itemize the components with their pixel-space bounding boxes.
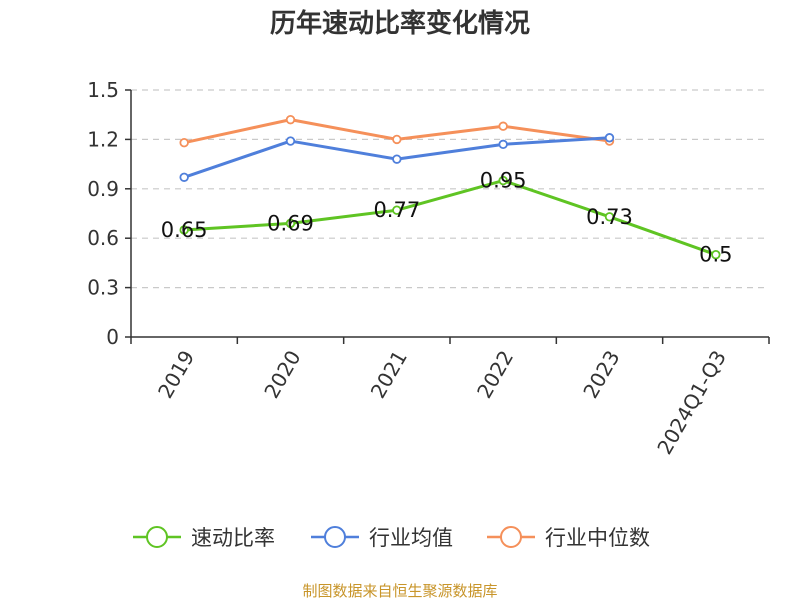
x-tick-label: 2023 [578,346,624,402]
data-label: 0.5 [699,243,732,267]
series-point-0 [285,218,296,229]
series-point-1 [179,172,189,182]
x-tick-label: 2021 [366,346,412,402]
source-note: 制图数据来自恒生聚源数据库 [302,582,497,600]
series-line-0 [184,179,717,257]
series-point-1 [498,139,508,150]
series-point-0 [711,249,721,260]
series-point-0 [392,205,402,215]
legend-swatch-marker [324,526,346,548]
y-tick-label: 0 [106,325,119,349]
series-point-2 [285,114,296,125]
y-tick-label: 0.9 [87,177,119,201]
series-point-1 [392,154,402,164]
legend-label: 速动比率 [191,526,275,550]
y-tick-label: 0.6 [87,226,119,250]
legend-label: 行业均值 [369,526,453,550]
x-tick-label: 2022 [472,346,518,402]
legend-swatch-marker [146,526,168,548]
series-point-2 [498,121,508,131]
data-label: 0.73 [586,205,633,229]
series-point-0 [498,175,508,186]
series-lines [179,114,721,260]
series-point-0 [179,225,189,235]
data-label: 0.69 [267,211,314,235]
data-label: 0.95 [480,169,527,193]
x-tick-label: 2024Q1-Q3 [652,346,731,458]
y-tick-label: 1.5 [87,78,119,102]
series-point-2 [392,134,402,145]
series-point-2 [179,137,189,148]
chart-title: 历年速动比率变化情况 [270,8,530,39]
gridlines [131,89,769,289]
legend-swatch-marker [500,526,522,548]
series-point-1 [604,133,615,143]
y-tick-label: 0.3 [87,276,119,300]
legend: 速动比率 行业均值 行业中位数 [133,526,650,550]
x-tick-label: 2019 [153,346,199,402]
x-tick-label: 2020 [259,346,305,402]
series-point-0 [604,212,615,222]
legend-label: 行业中位数 [545,526,650,550]
data-labels: 0.65 0.69 0.77 0.95 0.73 0.5 [161,169,733,267]
data-label: 0.65 [161,218,208,242]
y-tick-label: 1.2 [87,127,119,151]
series-point-1 [285,136,296,146]
data-label: 0.77 [373,198,420,222]
